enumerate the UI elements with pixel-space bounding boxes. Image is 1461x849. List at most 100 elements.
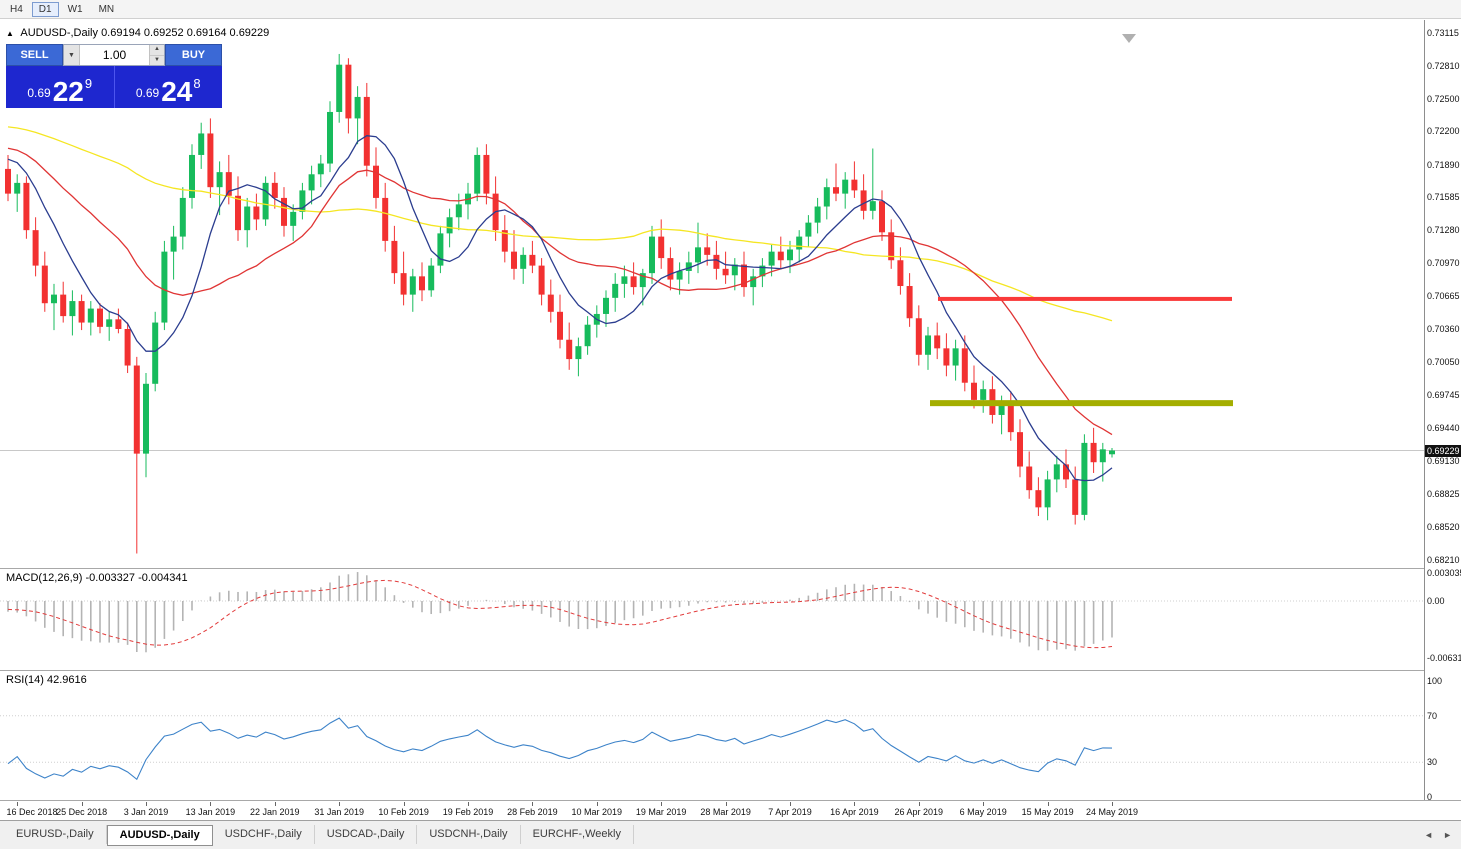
time-axis-label: 28 Mar 2019 xyxy=(700,807,751,817)
price-axis-label: 0.69440 xyxy=(1427,422,1460,433)
sell-price-prefix: 0.69 xyxy=(27,86,51,100)
time-axis-label: 16 Apr 2019 xyxy=(830,807,879,817)
timeframe-h4-button[interactable]: H4 xyxy=(3,2,30,17)
price-axis-label: 0.71280 xyxy=(1427,225,1460,236)
time-axis-tick xyxy=(339,802,341,806)
price-axis-label: 0.70360 xyxy=(1427,324,1460,334)
macd-pane-separator[interactable] xyxy=(0,568,1461,569)
timeframe-w1-button[interactable]: W1 xyxy=(61,2,90,17)
ma-medium-red xyxy=(7,147,1113,436)
time-axis-tick xyxy=(983,802,985,806)
time-axis-tick xyxy=(661,802,663,806)
time-axis-tick xyxy=(210,802,212,806)
sell-price-pip-digit: 9 xyxy=(84,76,93,91)
buy-button[interactable]: BUY xyxy=(165,44,222,66)
tabs-scroll-right-icon[interactable]: ► xyxy=(1443,830,1452,840)
one-click-panel-toggle-icon[interactable]: ▲ xyxy=(6,29,14,38)
tabs-scroll-left-icon[interactable]: ◄ xyxy=(1424,830,1434,840)
chart-tab-usdcad[interactable]: USDCAD-,Daily xyxy=(315,824,418,844)
volume-spinner: ▲ ▼ xyxy=(149,45,164,65)
rsi-axis-label: 100 xyxy=(1427,676,1443,686)
time-axis-label: 15 May 2019 xyxy=(1021,807,1074,817)
time-axis-label: 25 Dec 2018 xyxy=(56,807,108,817)
one-click-trading-panel: SELL ▼ ▲ ▼ BUY 0.69 22 9 0.69 24 8 xyxy=(6,44,222,108)
rsi-pane[interactable] xyxy=(0,671,1425,800)
time-axis-tick xyxy=(1047,802,1049,806)
time-axis-tick xyxy=(596,802,598,806)
current-price-badge: 0.69229 xyxy=(1425,444,1461,457)
volume-control: ▼ ▲ ▼ xyxy=(63,44,165,66)
time-axis-tick xyxy=(1112,802,1113,806)
chart-title: ▲ AUDUSD-,Daily 0.69194 0.69252 0.69164 … xyxy=(6,27,269,39)
sell-price-display[interactable]: 0.69 22 9 xyxy=(6,66,115,108)
price-axis-label: 0.72200 xyxy=(1427,126,1460,137)
chart-ohlc-values: 0.69194 0.69252 0.69164 0.69229 xyxy=(101,27,270,39)
rsi-chart[interactable] xyxy=(0,671,1425,800)
price-axis-label: 0.72810 xyxy=(1427,60,1460,71)
ma-fast-navy xyxy=(7,135,1113,482)
sell-button[interactable]: SELL xyxy=(6,44,63,66)
time-axis-tick xyxy=(17,802,19,806)
timeframe-mn-button[interactable]: MN xyxy=(92,2,122,17)
time-axis-label: 19 Feb 2019 xyxy=(442,807,494,817)
price-axis-label: 0.68520 xyxy=(1427,521,1460,532)
chart-tab-bar: EURUSD-,Daily AUDUSD-,Daily USDCHF-,Daily U… xyxy=(0,820,1461,849)
price-axis-label: 0.71890 xyxy=(1427,159,1460,170)
price-axis-label: 0.73115 xyxy=(1427,28,1459,38)
chart-tab-eurchf[interactable]: EURCHF-,Weekly xyxy=(521,824,634,844)
chart-tab-audusd[interactable]: AUDUSD-,Daily xyxy=(106,824,213,846)
time-axis-tick xyxy=(81,802,83,806)
price-axis-label: 0.70050 xyxy=(1427,357,1460,368)
time-axis-tick xyxy=(403,802,405,806)
rsi-axis-label: 70 xyxy=(1427,710,1438,721)
time-axis-tick xyxy=(468,802,469,806)
time-axis-label: 13 Jan 2019 xyxy=(185,807,236,817)
time-axis-label: 22 Jan 2019 xyxy=(250,807,300,817)
price-axis-label: 0.72500 xyxy=(1427,94,1460,105)
rsi-line xyxy=(7,717,1113,781)
time-axis-label: 28 Feb 2019 xyxy=(507,807,558,817)
macd-axis-label: 0.003035 xyxy=(1427,568,1461,579)
support-line[interactable] xyxy=(930,400,1233,407)
chart-tab-eurusd[interactable]: EURUSD-,Daily xyxy=(4,824,107,844)
rsi-indicator-label: RSI(14) 42.9616 xyxy=(6,674,87,686)
chart-shift-marker-icon[interactable] xyxy=(1122,34,1136,43)
chart-tab-usdcnh[interactable]: USDCNH-,Daily xyxy=(417,824,521,844)
rsi-axis-label: 0 xyxy=(1427,792,1433,802)
rsi-pane-separator[interactable] xyxy=(0,670,1461,671)
buy-price-prefix: 0.69 xyxy=(135,86,160,100)
price-axis-label: 0.68210 xyxy=(1427,555,1460,565)
volume-up-icon[interactable]: ▲ xyxy=(150,45,164,56)
time-axis-label: 10 Mar 2019 xyxy=(571,807,623,817)
chart-tab-usdchf[interactable]: USDCHF-,Daily xyxy=(213,824,315,844)
macd-pane[interactable] xyxy=(0,569,1425,670)
macd-chart[interactable] xyxy=(0,569,1425,670)
macd-axis-label: 0.00 xyxy=(1427,596,1445,606)
rsi-axis-label: 30 xyxy=(1427,757,1438,768)
candlestick-chart[interactable] xyxy=(0,20,1425,568)
time-axis-tick xyxy=(854,802,856,806)
ma-slow-yellow xyxy=(7,126,1113,322)
time-axis-tick xyxy=(790,802,791,806)
price-axis-label: 0.68825 xyxy=(1427,488,1460,499)
macd-signal-line xyxy=(7,579,1113,649)
main-chart-pane[interactable] xyxy=(0,20,1425,568)
volume-input[interactable] xyxy=(80,45,149,65)
chart-tabs: EURUSD-,Daily AUDUSD-,Daily USDCHF-,Daily U… xyxy=(4,824,634,846)
time-axis-tick xyxy=(918,802,920,806)
timeframe-toolbar: H4 D1 W1 MN xyxy=(0,0,1461,19)
time-axis[interactable]: 16 Dec 2018 25 Dec 2018 3 Jan 2019 13 Jan 2… xyxy=(0,801,1425,820)
time-axis-label: 16 Dec 2018 xyxy=(6,807,58,817)
volume-dropdown-icon[interactable]: ▼ xyxy=(64,45,80,65)
resistance-line[interactable] xyxy=(938,296,1232,301)
time-axis-tick xyxy=(146,802,147,806)
buy-price-display[interactable]: 0.69 24 8 xyxy=(115,66,223,108)
price-axis[interactable]: 0.73115 0.72810 0.72500 0.72200 0.71890 0.715… xyxy=(1424,20,1461,802)
volume-down-icon[interactable]: ▼ xyxy=(150,55,164,65)
sell-price-big-digits: 22 xyxy=(52,76,84,108)
timeframe-d1-button[interactable]: D1 xyxy=(31,1,59,17)
time-axis-separator xyxy=(0,800,1461,801)
time-axis-label: 19 Mar 2019 xyxy=(635,807,687,817)
price-axis-label: 0.70970 xyxy=(1427,258,1460,269)
